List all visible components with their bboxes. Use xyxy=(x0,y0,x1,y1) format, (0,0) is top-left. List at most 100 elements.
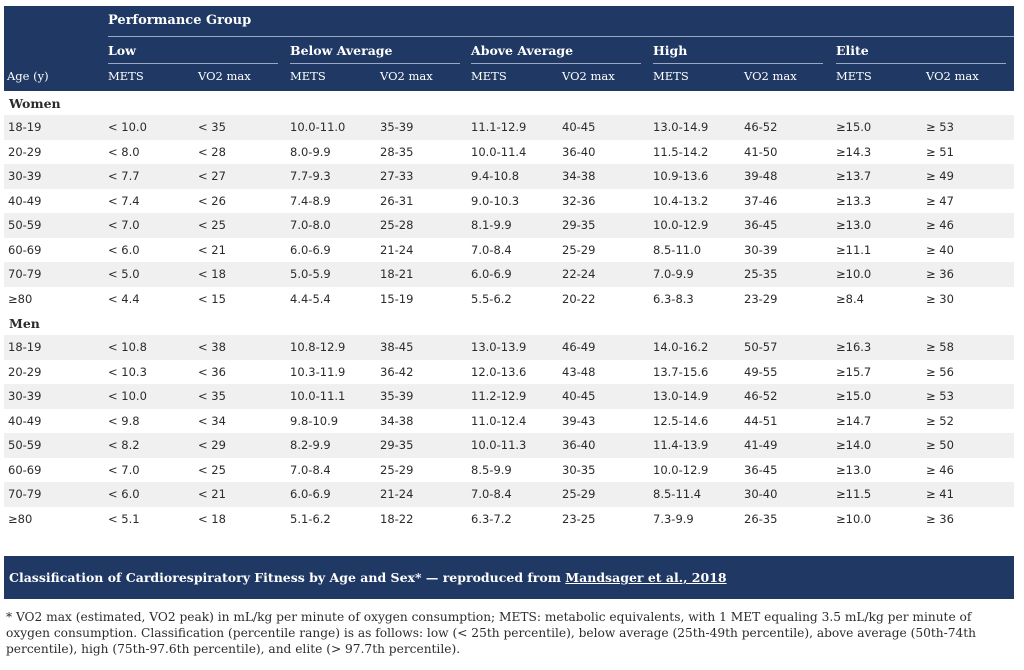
section-label: Women xyxy=(9,96,61,111)
high-mets-cell: 10.0-12.9 xyxy=(653,218,709,232)
above-average-mets-cell: 11.1-12.9 xyxy=(471,120,527,134)
above-average-mets-cell: 13.0-13.9 xyxy=(471,340,527,354)
table-header: Performance Group Low Below Average Abov… xyxy=(4,6,1014,91)
table-row: ≥80 < 5.1 < 18 5.1-6.2 18-22 6.3-7.2 23-25 7.3-… xyxy=(4,506,1014,531)
above-average-mets-cell: 12.0-13.6 xyxy=(471,364,527,379)
low-mets-cell: < 10.3 xyxy=(108,364,147,379)
above-average-mets-cell: 6.0-6.9 xyxy=(471,267,512,281)
elite-vo2-header: VO2 max xyxy=(926,69,979,83)
high-vo2-header: VO2 max xyxy=(744,69,797,83)
low-vo2-cell: < 25 xyxy=(198,218,226,232)
below-average-mets-cell: 7.0-8.4 xyxy=(290,462,331,477)
above-average-vo2-cell: 22-24 xyxy=(562,267,596,281)
table-footnote: * VO2 max (estimated, VO2 peak) in mL/kg… xyxy=(6,610,976,656)
low-mets-cell: < 7.4 xyxy=(108,193,140,208)
elite-mets-cell: ≥13.0 xyxy=(836,218,872,232)
low-mets-cell: < 10.8 xyxy=(108,340,147,354)
age-cell: 40-49 xyxy=(8,413,42,428)
low-vo2-cell: < 26 xyxy=(198,193,226,208)
below-average-mets-cell: 8.0-9.9 xyxy=(290,144,331,159)
below-average-mets-cell: 5.1-6.2 xyxy=(290,511,331,526)
high-vo2-cell: 41-50 xyxy=(744,144,778,159)
low-mets-header: METS xyxy=(108,69,144,83)
low-mets-cell: < 8.2 xyxy=(108,438,140,452)
group-low-rule xyxy=(108,63,278,64)
table-row: 40-49 < 7.4 < 26 7.4-8.9 26-31 9.0-10.3 32-36 1… xyxy=(4,188,1014,213)
age-cell: 30-39 xyxy=(8,169,42,183)
low-mets-cell: < 8.0 xyxy=(108,144,140,159)
age-cell: ≥80 xyxy=(8,511,33,526)
below-average-vo2-cell: 38-45 xyxy=(380,340,414,354)
high-mets-cell: 6.3-8.3 xyxy=(653,291,694,306)
below-average-vo2-cell: 25-29 xyxy=(380,462,414,477)
high-vo2-cell: 46-52 xyxy=(744,389,778,403)
high-vo2-cell: 44-51 xyxy=(744,413,778,428)
age-cell: 60-69 xyxy=(8,462,42,477)
above-average-vo2-header: VO2 max xyxy=(562,69,615,83)
low-vo2-cell: < 35 xyxy=(198,120,226,134)
below-average-mets-cell: 7.0-8.0 xyxy=(290,218,331,232)
high-mets-header: METS xyxy=(653,69,689,83)
table-row: 50-59 < 8.2 < 29 8.2-9.9 29-35 10.0-11.3 36-40… xyxy=(4,433,1014,458)
low-mets-cell: < 6.0 xyxy=(108,487,140,501)
below-average-mets-cell: 6.0-6.9 xyxy=(290,242,331,257)
age-column-header: Age (y) xyxy=(7,69,49,83)
high-vo2-cell: 30-39 xyxy=(744,242,778,257)
table-caption: Classification of Cardiorespiratory Fitn… xyxy=(4,556,1014,599)
above-average-vo2-cell: 40-45 xyxy=(562,120,596,134)
high-vo2-cell: 37-46 xyxy=(744,193,778,208)
header-divider xyxy=(108,36,1014,37)
low-mets-cell: < 10.0 xyxy=(108,120,147,134)
below-average-vo2-header: VO2 max xyxy=(380,69,433,83)
elite-mets-cell: ≥16.3 xyxy=(836,340,872,354)
high-mets-cell: 8.5-11.0 xyxy=(653,242,702,257)
elite-vo2-cell: ≥ 46 xyxy=(926,462,954,477)
above-average-vo2-cell: 36-40 xyxy=(562,144,596,159)
high-mets-cell: 11.5-14.2 xyxy=(653,144,709,159)
section-label: Men xyxy=(9,316,40,331)
low-vo2-cell: < 29 xyxy=(198,438,226,452)
above-average-vo2-cell: 29-35 xyxy=(562,218,596,232)
low-vo2-cell: < 35 xyxy=(198,389,226,403)
below-average-mets-cell: 10.8-12.9 xyxy=(290,340,346,354)
group-above-average-label: Above Average xyxy=(471,43,574,58)
group-elite-rule xyxy=(836,63,1006,64)
elite-vo2-cell: ≥ 56 xyxy=(926,364,954,379)
elite-vo2-cell: ≥ 51 xyxy=(926,144,954,159)
high-mets-cell: 10.4-13.2 xyxy=(653,193,709,208)
caption-title: Classification of Cardiorespiratory Fitn… xyxy=(9,570,566,585)
age-cell: 18-19 xyxy=(8,340,42,354)
performance-group-title: Performance Group xyxy=(108,13,252,28)
group-high-rule xyxy=(653,63,823,64)
age-cell: 20-29 xyxy=(8,144,42,159)
below-average-mets-cell: 5.0-5.9 xyxy=(290,267,331,281)
citation-link[interactable]: Mandsager et al., 2018 xyxy=(565,570,727,585)
group-below-average-label: Below Average xyxy=(290,43,393,58)
caption-text: Classification of Cardiorespiratory Fitn… xyxy=(9,570,727,585)
below-average-vo2-cell: 36-42 xyxy=(380,364,414,379)
above-average-mets-cell: 9.0-10.3 xyxy=(471,193,520,208)
low-vo2-cell: < 15 xyxy=(198,291,226,306)
high-mets-cell: 8.5-11.4 xyxy=(653,487,702,501)
elite-mets-cell: ≥13.3 xyxy=(836,193,872,208)
elite-vo2-cell: ≥ 50 xyxy=(926,438,954,452)
below-average-vo2-cell: 35-39 xyxy=(380,120,414,134)
below-average-mets-cell: 9.8-10.9 xyxy=(290,413,339,428)
elite-mets-cell: ≥13.7 xyxy=(836,169,872,183)
low-mets-cell: < 9.8 xyxy=(108,413,140,428)
above-average-mets-cell: 7.0-8.4 xyxy=(471,487,512,501)
high-vo2-cell: 36-45 xyxy=(744,218,778,232)
above-average-vo2-cell: 32-36 xyxy=(562,193,596,208)
group-above-average-rule xyxy=(471,63,641,64)
table-row: 30-39 < 10.0 < 35 10.0-11.1 35-39 11.2-12.9 40… xyxy=(4,384,1014,409)
age-cell: 20-29 xyxy=(8,364,42,379)
elite-mets-cell: ≥15.7 xyxy=(836,364,872,379)
elite-mets-cell: ≥13.0 xyxy=(836,462,872,477)
age-cell: 50-59 xyxy=(8,438,42,452)
low-vo2-cell: < 18 xyxy=(198,267,226,281)
low-vo2-cell: < 25 xyxy=(198,462,226,477)
above-average-vo2-cell: 40-45 xyxy=(562,389,596,403)
low-vo2-header: VO2 max xyxy=(198,69,251,83)
low-vo2-cell: < 21 xyxy=(198,487,226,501)
below-average-mets-cell: 10.3-11.9 xyxy=(290,364,346,379)
